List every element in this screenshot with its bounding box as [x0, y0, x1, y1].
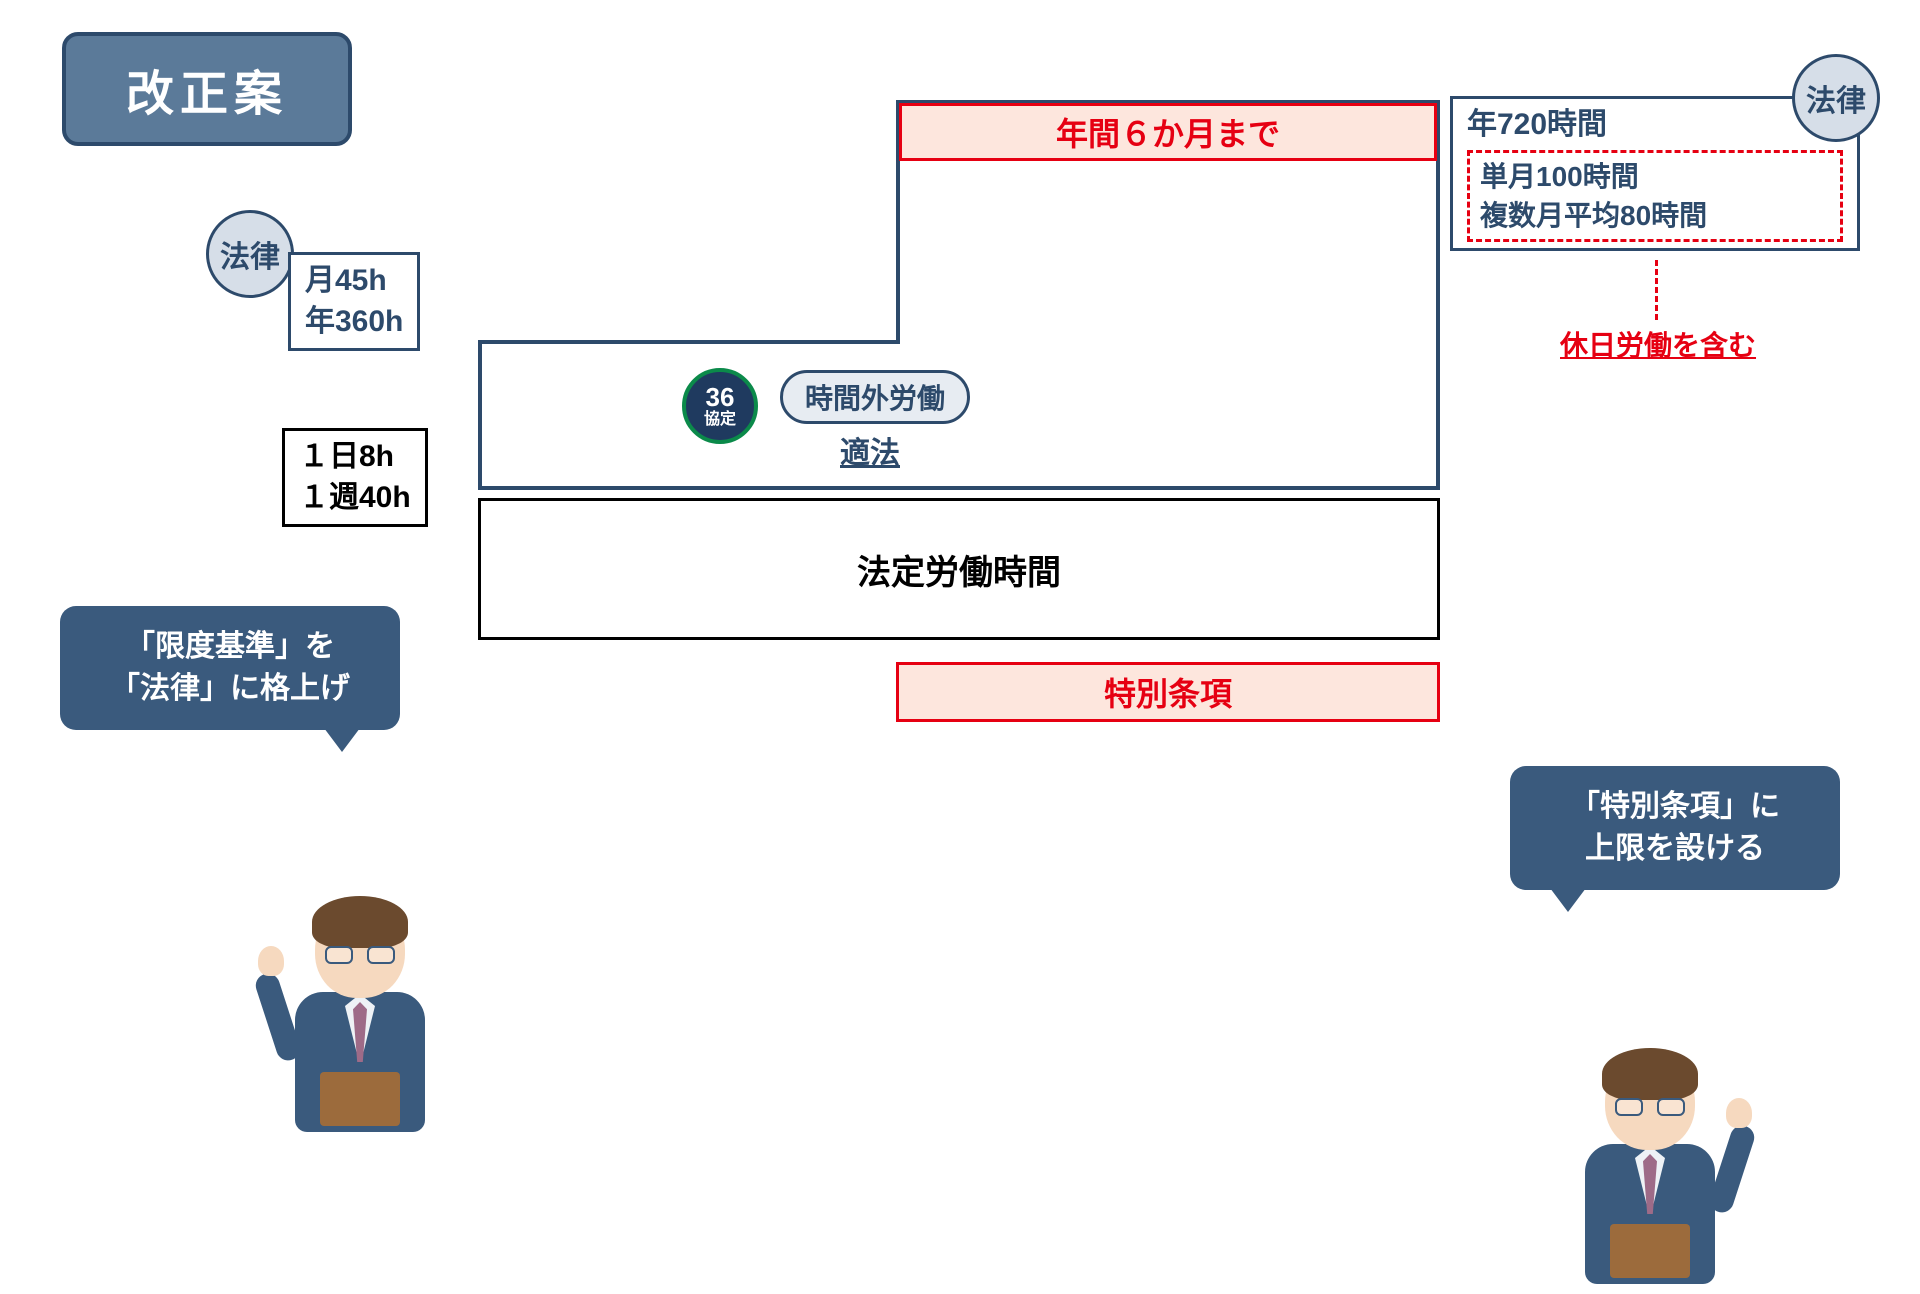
- limits-monthly: 月45h: [305, 261, 403, 302]
- statutory-weekly: １週40h: [299, 478, 411, 519]
- circle36-num: 36: [706, 384, 735, 410]
- character-left: [270, 902, 450, 1142]
- bubble-left-l2: 「法律」に格上げ: [86, 668, 374, 710]
- overtime-pill: 時間外労働: [780, 370, 970, 424]
- holiday-note: 休日労働を含む: [1560, 324, 1756, 364]
- bubble-right-l2: 上限を設ける: [1536, 828, 1814, 870]
- law-circle-right: 法律: [1792, 54, 1880, 142]
- legal-label: 適法: [840, 428, 900, 472]
- upper-multi-avg: 複数月平均80時間: [1480, 196, 1830, 235]
- speech-bubble-left: 「限度基準」を 「法律」に格上げ: [60, 606, 400, 730]
- six-months-text: 年間６か月まで: [1056, 109, 1280, 155]
- limits-yearly: 年360h: [305, 302, 403, 343]
- limits-box: 月45h 年360h: [288, 252, 420, 351]
- six-months-bar: 年間６か月まで: [899, 103, 1437, 161]
- upper-yearly: 年720時間: [1467, 105, 1843, 146]
- bubble-right-l1: 「特別条項」に: [1536, 786, 1814, 828]
- character-right: [1560, 1054, 1740, 1294]
- statutory-daily: １日8h: [299, 437, 411, 478]
- speech-bubble-right: 「特別条項」に 上限を設ける: [1510, 766, 1840, 890]
- law-circle-left: 法律: [206, 210, 294, 298]
- upper-single-month: 単月100時間: [1480, 157, 1830, 196]
- statutory-limits-box: １日8h １週40h: [282, 428, 428, 527]
- statutory-hours-box: 法定労働時間: [478, 498, 1440, 640]
- statutory-hours-text: 法定労働時間: [857, 545, 1061, 594]
- circle36-txt: 協定: [704, 412, 736, 428]
- special-clause-bar: 特別条項: [896, 662, 1440, 722]
- title-text: 改正案: [126, 68, 288, 121]
- title-badge: 改正案: [62, 32, 352, 146]
- overtime-pill-text: 時間外労働: [805, 383, 945, 414]
- special-clause-text: 特別条項: [1104, 669, 1232, 715]
- bubble-left-l1: 「限度基準」を: [86, 626, 374, 668]
- upper-dashed-box: 単月100時間 複数月平均80時間: [1467, 150, 1843, 242]
- dashed-connector: [1655, 260, 1658, 320]
- agreement-36-circle: 36 協定: [682, 368, 758, 444]
